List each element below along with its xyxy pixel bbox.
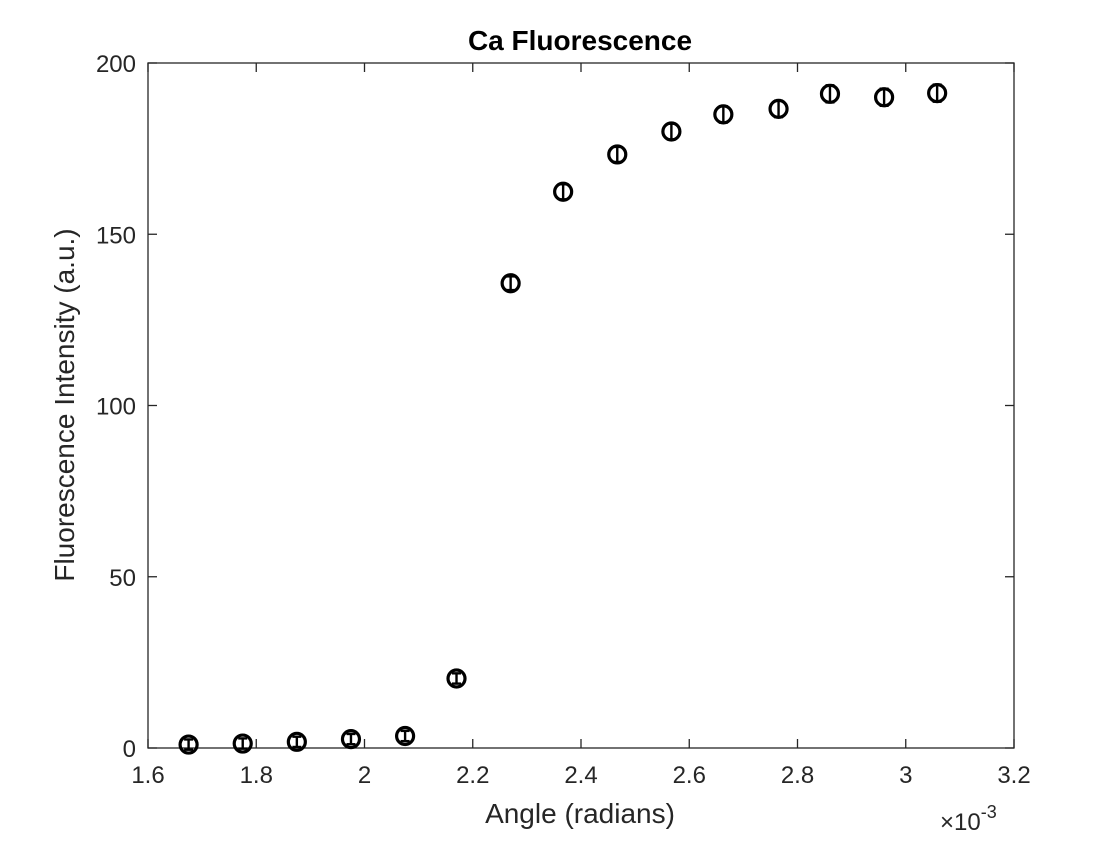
data-point [340,728,362,750]
x-axis-label: Angle (radians) [485,798,675,829]
data-point-marker [446,668,467,689]
data-point [446,668,467,689]
x-exponent-power: -3 [981,802,997,822]
data-point [553,181,574,202]
data-point-marker [819,83,841,104]
x-axis-ticks: 1.6 1.8 2 2.2 2.4 2.6 2.8 3 3.2 [131,63,1031,789]
data-point-marker [607,144,628,165]
x-tick-label: 2 [358,762,371,789]
data-point [178,734,199,755]
y-tick-label: 100 [96,394,136,421]
data-point [286,731,307,752]
chart-title: Ca Fluorescence [468,25,692,56]
y-tick-label: 0 [123,736,136,763]
x-tick-label: 3 [899,762,912,789]
data-point [819,83,841,104]
y-tick-label: 150 [96,222,136,249]
data-point-marker [927,83,948,104]
data-point-marker [232,733,253,754]
data-point [661,121,682,142]
data-point-marker [713,104,734,125]
x-tick-label: 2.2 [456,762,489,789]
y-tick-label: 200 [96,51,136,78]
x-tick-label: 1.8 [240,762,273,789]
data-point-marker [873,87,895,108]
data-point [768,98,789,119]
data-point [232,733,253,754]
data-point-marker [178,734,199,755]
data-point-marker [394,725,416,747]
y-axis-ticks: 0 50 100 150 200 [96,51,1014,763]
data-point-marker [340,728,362,750]
data-point [394,725,416,747]
x-tick-label: 2.4 [564,762,597,789]
data-point-marker [768,98,789,119]
data-point [927,83,948,104]
data-point-marker [661,121,682,142]
data-point [500,273,521,294]
data-point [713,104,734,125]
x-exponent-base: ×10 [940,809,981,836]
x-axis-exponent: ×10-3 [940,802,997,836]
data-series [178,83,948,755]
x-tick-label: 1.6 [131,762,164,789]
x-tick-label: 3.2 [997,762,1030,789]
data-point-marker [500,273,521,294]
data-point-marker [553,181,574,202]
x-tick-label: 2.8 [781,762,814,789]
data-point-marker [286,731,307,752]
data-point [607,144,628,165]
data-point [873,87,895,108]
y-tick-label: 50 [109,565,136,592]
x-tick-label: 2.6 [673,762,706,789]
y-axis-label: Fluorescence Intensity (a.u.) [49,228,80,581]
